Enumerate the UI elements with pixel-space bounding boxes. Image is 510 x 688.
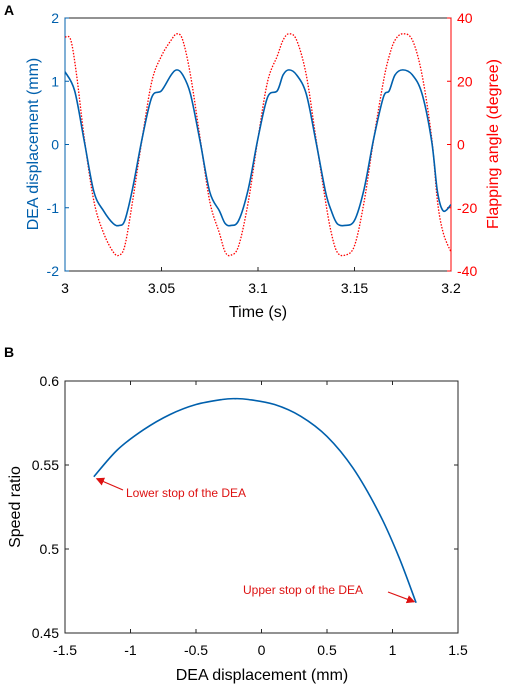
panel-b-x-axis-label: DEA displacement (mm) [176,667,349,684]
panel-a-left-y-tick-label: 2 [51,10,59,26]
panel-a-flapping-angle-line [65,33,451,257]
upper-stop-arrow [387,591,416,604]
panel-a-x-tick-label: 3.15 [341,280,368,296]
lower-stop-arrow [95,477,124,491]
panel-b-speed-ratio-line [93,397,417,604]
panel-a-x-tick-label: 3.2 [441,280,461,296]
panel-a-x-axis-label: Time (s) [229,304,287,321]
lower-stop-annotation: Lower stop of the DEA [126,486,246,500]
upper-stop-annotation: Upper stop of the DEA [243,583,363,597]
panel-b-x-tick-label: 1.5 [448,642,468,658]
panel-b-x-tick-label: -1 [124,642,137,658]
panel-b-x-tick-label: -0.5 [184,642,208,658]
panel-a-left-y-tick-label: 1 [51,73,59,89]
panel-a-left-y-tick-label: -2 [47,263,60,279]
panel-a-right-y-tick-label: 40 [457,10,473,26]
panel-a-left-y-tick-label: -1 [47,200,60,216]
panel-a-x-tick-label: 3.1 [248,280,268,296]
panel-a-right-y-tick-label: 20 [457,73,473,89]
panel-a-plot-frame [64,17,452,272]
panel-b-label: B [4,344,14,360]
panel-a-displacement-line [65,69,451,227]
panel-a-x-tick-label: 3 [61,280,69,296]
panel-b-y-tick-label: 0.5 [40,541,60,557]
panel-b-y-tick-label: 0.45 [32,625,59,641]
panel-a-left-y-axis-label: DEA displacement (mm) [25,58,42,231]
panel-b-x-tick-label: 0 [258,642,266,658]
panel-a-right-y-tick-label: 0 [457,137,465,153]
panel-a-x-tick-label: 3.05 [148,280,175,296]
panel-b-y-tick-label: 0.6 [40,373,60,389]
panel-a-label: A [4,2,14,18]
panel-b-x-tick-label: 0.5 [317,642,337,658]
panel-b: B -1.5 -1 -0.5 0 0.5 1 1.5 0.45 0.5 0.55 0.6 Lowe… [4,344,468,684]
panel-a: A 3 3.05 3.1 3.15 3.2 -2 -1 0 1 2 -40 -20 0 20 40 Ti… [4,2,502,321]
panel-a-left-y-tick-label: 0 [51,137,59,153]
panel-b-y-axis-label: Speed ratio [7,466,24,548]
panel-b-x-tick-label: -1.5 [53,642,77,658]
panel-a-right-y-tick-label: -20 [457,200,477,216]
panel-b-y-tick-label: 0.55 [32,457,59,473]
panel-a-right-y-axis-label: Flapping angle (degree) [485,59,502,229]
panel-a-right-y-tick-label: -40 [457,263,477,279]
panel-b-x-tick-label: 1 [389,642,397,658]
